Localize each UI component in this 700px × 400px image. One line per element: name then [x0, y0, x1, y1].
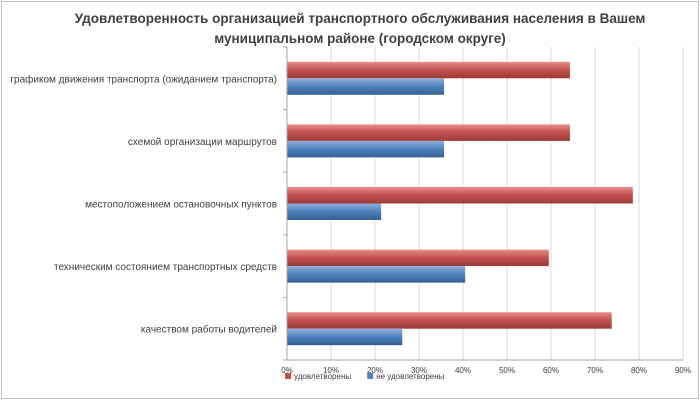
bar-not-satisfied	[287, 140, 445, 158]
bar-not-satisfied	[287, 266, 466, 283]
legend-label: удовлетворены	[294, 372, 351, 381]
category-label: техническим состоянием транспортных сред…	[54, 262, 277, 273]
category-label: качеством работы водителей	[141, 324, 277, 336]
legend-label: не удовлетворены	[376, 372, 444, 381]
bar-satisfied	[287, 249, 549, 267]
bars	[287, 61, 633, 346]
x-tick-label: 70%	[587, 366, 603, 375]
legend-swatch	[367, 373, 374, 379]
bar-satisfied	[287, 124, 570, 141]
chart-title-line-2: муниципальном районе (городском округе)	[214, 31, 506, 46]
chart-title: Удовлетворенность организацией транспорт…	[40, 9, 680, 49]
bar-not-satisfied	[287, 78, 445, 95]
axes	[283, 46, 683, 361]
category-labels: графиком движения транспорта (ожиданием …	[10, 73, 277, 335]
x-tick-label: 40%	[455, 366, 471, 375]
x-tick-label: 20%	[367, 366, 383, 375]
legend: удовлетворены не удовлетворены	[285, 372, 445, 381]
chart-title-line-1: Удовлетворенность организацией транспорт…	[74, 11, 646, 26]
bar-satisfied	[287, 61, 570, 79]
category-label: местоположением остановочных пунктов	[85, 200, 277, 211]
category-label: графиком движения транспорта (ожиданием …	[10, 73, 277, 85]
bar-satisfied	[287, 312, 612, 329]
x-tick-label: 10%	[323, 366, 339, 375]
x-tick-label: 0%	[281, 366, 293, 375]
x-tick-label: 30%	[411, 366, 427, 375]
x-tick-labels: 0% 10% 20% 30% 40% 50% 60% 70% 80% 90%	[281, 366, 691, 375]
x-tick-label: 90%	[675, 366, 691, 375]
legend-swatch	[285, 373, 291, 379]
x-tick-label: 80%	[631, 366, 647, 375]
category-label: схемой организации маршрутов	[128, 137, 277, 148]
bar-not-satisfied	[287, 203, 382, 220]
x-tick-label: 60%	[543, 366, 559, 375]
x-tick-label: 50%	[499, 366, 515, 375]
bar-not-satisfied	[287, 328, 403, 346]
bar-satisfied	[287, 187, 633, 204]
